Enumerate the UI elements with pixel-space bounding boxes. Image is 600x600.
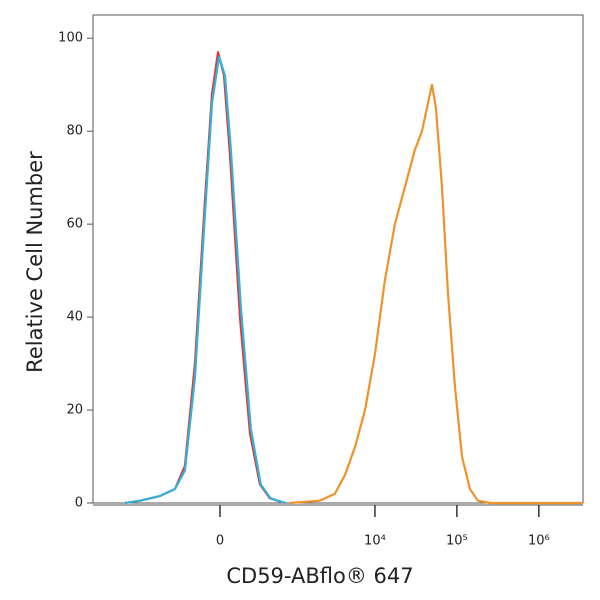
x-tick-label: 10⁶ <box>528 534 550 549</box>
x-axis-label: CD59-ABflo® 647 <box>226 564 413 588</box>
histogram-line <box>289 83 583 505</box>
y-tick-label: 40 <box>66 310 83 325</box>
y-tick-label: 80 <box>66 124 83 139</box>
y-tick-label: 20 <box>66 403 83 418</box>
y-tick-label: 0 <box>75 496 83 511</box>
y-axis-label: Relative Cell Number <box>23 151 47 373</box>
histogram-line <box>124 55 286 505</box>
y-tick-label: 60 <box>66 217 83 232</box>
x-tick-label: 10⁵ <box>446 534 468 549</box>
plot-frame <box>92 14 584 504</box>
x-tick-label: 0 <box>216 534 224 549</box>
y-tick-label: 100 <box>58 31 83 46</box>
histogram-line <box>124 51 286 505</box>
x-tick-label: 10⁴ <box>364 534 386 549</box>
